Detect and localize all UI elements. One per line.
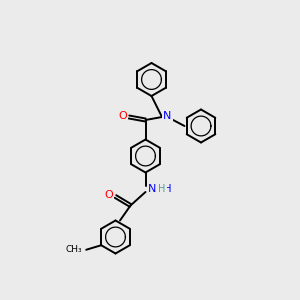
Text: CH₃: CH₃ bbox=[65, 245, 82, 254]
Text: N: N bbox=[163, 110, 172, 121]
Text: H: H bbox=[158, 184, 166, 194]
Text: N: N bbox=[148, 184, 156, 194]
Text: O: O bbox=[118, 111, 127, 122]
Text: O: O bbox=[104, 190, 113, 200]
Text: NH: NH bbox=[156, 184, 172, 194]
